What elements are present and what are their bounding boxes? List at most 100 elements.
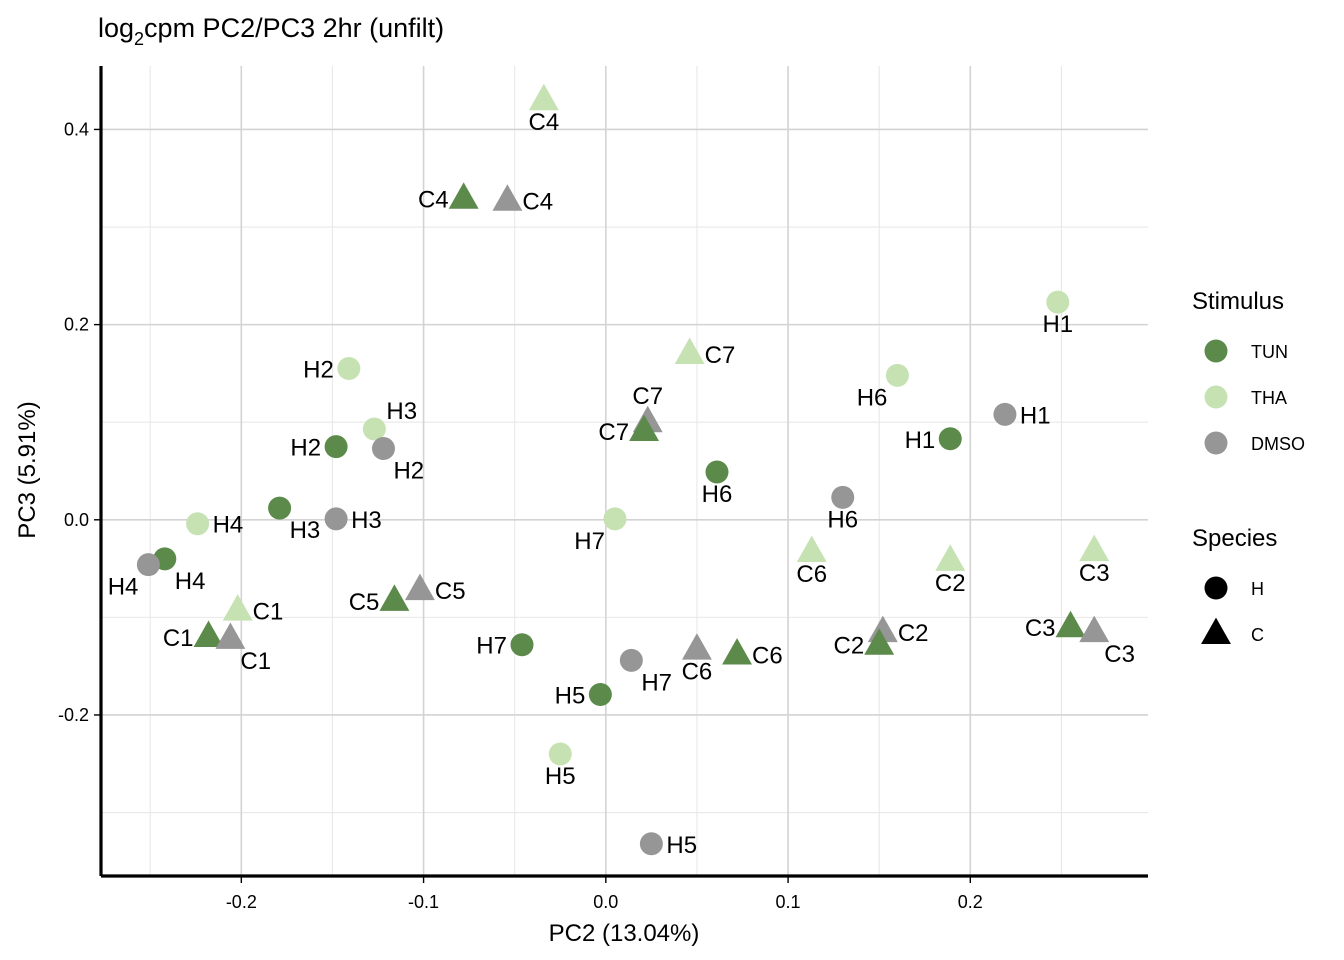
x-tick-label: 0.2 (958, 892, 983, 912)
point-label: H4 (175, 568, 206, 595)
point-dmso-c1 (215, 622, 246, 649)
legend-label-tha: THA (1251, 388, 1287, 408)
point-tha-c2 (935, 544, 966, 571)
legend-stimulus-title: Stimulus (1192, 288, 1284, 315)
x-tick-label: 0.0 (593, 892, 618, 912)
point-label: C7 (705, 342, 736, 369)
axis-ticks: -0.2 -0.1 0.0 0.1 0.2 -0.2 0.0 0.2 0.4 (58, 119, 983, 912)
point-label: H5 (545, 763, 576, 790)
point-label: H3 (290, 517, 321, 544)
x-tick-label: -0.2 (226, 892, 257, 912)
point-tun-h2 (324, 435, 348, 459)
point-labels: C4 C4 C4 H1 C7 H2 H6 H1 C7 H3 C7 H1 H2 H2 H6 H6 H3 H7 H3 H4… (108, 109, 1135, 859)
point-label: C3 (1079, 560, 1110, 587)
x-tick-label: 0.1 (776, 892, 801, 912)
point-tun-c4 (448, 182, 479, 209)
point-label: C1 (253, 599, 284, 626)
point-label: H5 (666, 832, 697, 859)
y-tick-label: 0.0 (64, 510, 89, 530)
point-label: H7 (476, 633, 507, 660)
point-tha-h6 (885, 363, 909, 387)
point-tha-h7 (603, 507, 627, 531)
point-tun-h6 (705, 460, 729, 484)
point-dmso-h3 (324, 507, 348, 531)
point-label: H4 (213, 512, 244, 539)
x-axis-title: PC2 (13.04%) (549, 920, 700, 947)
point-label: C7 (632, 383, 663, 410)
point-tun-c5 (379, 584, 410, 611)
point-label: H6 (827, 506, 858, 533)
point-label: H6 (857, 384, 888, 411)
point-label: C6 (682, 659, 713, 686)
point-tha-h2 (337, 357, 361, 381)
point-dmso-h2 (371, 437, 395, 461)
point-label: H1 (905, 427, 936, 454)
point-label: H2 (393, 458, 424, 485)
legend-key-dmso (1204, 431, 1228, 455)
y-tick-label: 0.2 (64, 315, 89, 335)
point-label: C7 (598, 419, 629, 446)
point-tha-c7 (674, 337, 705, 364)
chart-title-prefix: log (98, 13, 134, 43)
point-dmso-c6 (681, 633, 712, 660)
chart-title: log2cpm PC2/PC3 2hr (unfilt) (98, 13, 444, 49)
point-label: H5 (555, 682, 586, 709)
x-tick-label: -0.1 (408, 892, 439, 912)
point-label: C3 (1025, 615, 1056, 642)
legend-species-title: Species (1192, 525, 1277, 552)
point-tun-h1 (938, 427, 962, 451)
point-tun-c2 (864, 628, 895, 655)
point-label: C5 (435, 578, 466, 605)
legend-label-tun: TUN (1251, 342, 1288, 362)
point-label: C3 (1104, 641, 1135, 668)
point-label: C5 (349, 589, 380, 616)
point-label: C1 (240, 648, 271, 675)
point-label: H2 (303, 357, 334, 384)
point-tha-c3 (1079, 534, 1110, 562)
point-tha-c4 (528, 83, 559, 111)
point-label: C2 (935, 570, 966, 597)
point-label: C4 (522, 189, 553, 216)
y-tick-label: -0.2 (58, 705, 89, 725)
legend-label-h: H (1251, 579, 1264, 599)
point-tun-c1 (193, 620, 224, 647)
point-tha-h5 (548, 742, 572, 766)
legend-key-c (1201, 617, 1231, 645)
point-dmso-h6 (831, 485, 855, 509)
point-label: H6 (702, 481, 733, 508)
grid (101, 66, 1148, 876)
data-points (136, 83, 1110, 856)
legend-stimulus-items: TUN THA DMSO (1204, 339, 1305, 455)
legend-key-tun (1204, 339, 1228, 363)
point-tun-h5 (588, 682, 612, 706)
point-label: H2 (290, 435, 321, 462)
point-tun-h3 (268, 496, 292, 520)
point-label: C2 (834, 633, 865, 660)
point-tha-h1 (1046, 290, 1070, 314)
point-dmso-h5 (639, 832, 663, 856)
chart-title-subscript: 2 (134, 29, 144, 49)
chart-title-suffix: cpm PC2/PC3 2hr (unfilt) (144, 13, 444, 43)
point-tha-c1 (222, 594, 253, 621)
point-label: C6 (796, 561, 827, 588)
y-tick-label: 0.4 (64, 119, 89, 139)
point-label: C2 (898, 620, 929, 647)
y-axis-title: PC3 (5.91%) (14, 401, 41, 538)
point-tun-c3 (1055, 610, 1086, 638)
legend-label-c: C (1251, 625, 1264, 645)
point-dmso-c3 (1079, 615, 1110, 643)
legend-species-items: HC (1201, 576, 1264, 645)
point-label: H7 (641, 669, 672, 696)
point-tha-h3 (362, 417, 386, 441)
point-label: C4 (418, 187, 449, 214)
point-label: H1 (1042, 311, 1073, 338)
point-dmso-c4 (492, 184, 523, 211)
point-label: H4 (108, 574, 139, 601)
point-label: C1 (163, 625, 194, 652)
point-label: H3 (386, 398, 417, 425)
point-tha-h4 (186, 512, 210, 536)
point-tun-c6 (722, 638, 752, 665)
point-label: H3 (351, 507, 382, 534)
